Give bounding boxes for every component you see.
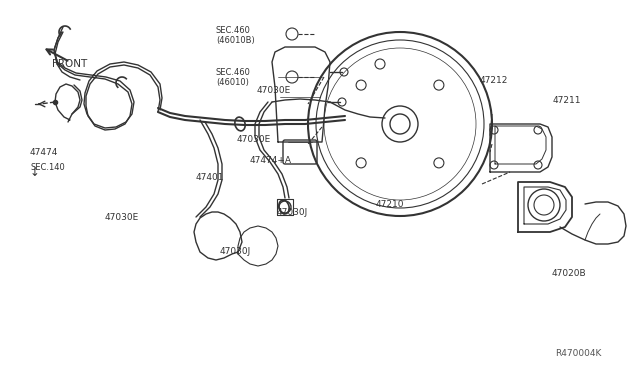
Text: 47030J: 47030J <box>220 247 252 257</box>
Text: (46010B): (46010B) <box>216 35 255 45</box>
Text: 47020B: 47020B <box>552 269 587 279</box>
Text: 47030J: 47030J <box>277 208 308 217</box>
Text: 47401: 47401 <box>196 173 225 182</box>
Text: 47474+A: 47474+A <box>250 155 292 164</box>
Text: 47030E: 47030E <box>237 135 271 144</box>
Text: 47212: 47212 <box>480 76 508 84</box>
Text: R470004K: R470004K <box>555 350 602 359</box>
Text: 47474: 47474 <box>30 148 58 157</box>
Text: FRONT: FRONT <box>52 59 87 69</box>
Text: 47211: 47211 <box>553 96 582 105</box>
Text: ↓: ↓ <box>30 166 40 179</box>
Text: SEC.460: SEC.460 <box>216 26 251 35</box>
Text: (46010): (46010) <box>216 77 249 87</box>
Text: 47210: 47210 <box>376 199 404 208</box>
Text: 47030E: 47030E <box>257 86 291 94</box>
Text: SEC.460: SEC.460 <box>216 67 251 77</box>
Text: 47030E: 47030E <box>105 212 140 221</box>
Text: SEC.140: SEC.140 <box>30 163 65 171</box>
